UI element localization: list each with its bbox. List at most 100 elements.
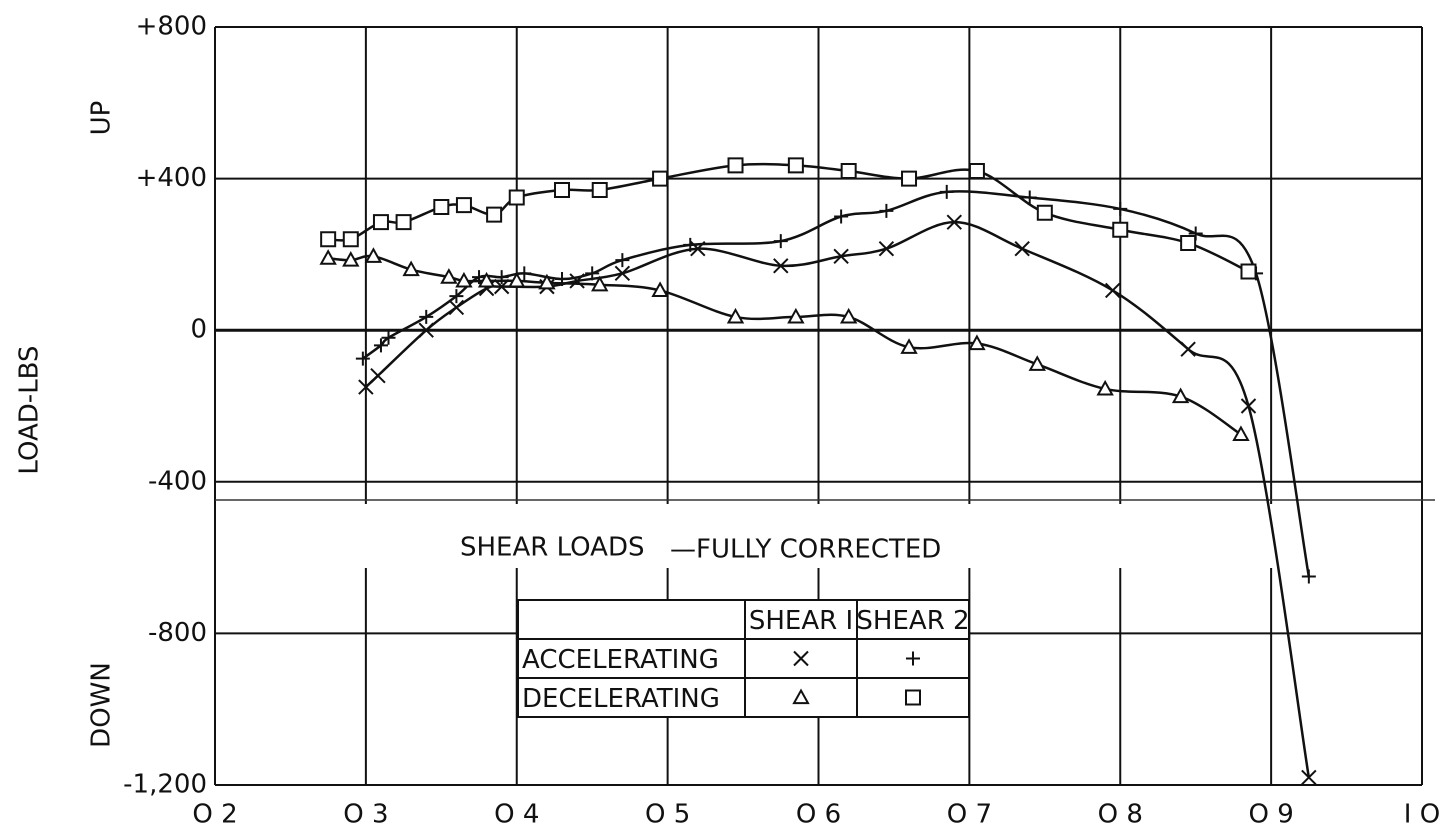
y-tick-label: -1,200 [123, 770, 207, 800]
marker [773, 234, 788, 249]
marker [1096, 379, 1114, 396]
marker [381, 330, 396, 345]
legend-column: SHEAR 2 [856, 606, 969, 636]
marker [1301, 769, 1317, 786]
marker [591, 181, 608, 198]
marker [651, 281, 669, 298]
legend-row: DECELERATING [522, 684, 720, 714]
marker [1171, 387, 1190, 404]
marker [901, 170, 918, 187]
marker [1022, 190, 1037, 205]
marker [839, 307, 858, 324]
y-axis-label: LOAD-LBS [15, 345, 45, 474]
marker [615, 253, 630, 268]
marker [968, 163, 985, 180]
title-band [219, 504, 1419, 568]
y-tick-label: -400 [148, 466, 207, 496]
x-tick-label: O 5 [645, 800, 690, 830]
series-line [328, 162, 1250, 273]
x-tick-label: O 9 [1248, 800, 1293, 830]
y-tick-label: +800 [136, 12, 207, 42]
y-down-label: DOWN [87, 662, 117, 748]
x-tick-label: O 3 [343, 800, 388, 830]
marker [833, 248, 849, 265]
marker [793, 650, 809, 667]
marker [372, 214, 389, 231]
marker [517, 266, 532, 281]
marker [939, 184, 954, 199]
marker [370, 367, 386, 384]
marker [1232, 425, 1250, 442]
marker [1112, 221, 1129, 238]
x-tick-label: O 8 [1098, 800, 1143, 830]
marker [1180, 341, 1196, 357]
marker [792, 688, 810, 705]
marker [373, 338, 388, 353]
marker [1180, 235, 1197, 252]
marker [906, 651, 920, 666]
marker [726, 307, 745, 324]
marker [440, 268, 458, 284]
chart-title: SHEAR LOADS [460, 533, 644, 563]
marker [508, 271, 526, 288]
marker [946, 214, 962, 230]
marker [320, 231, 337, 248]
legend-row: ACCELERATING [522, 645, 719, 675]
marker [486, 206, 503, 223]
marker [683, 237, 698, 252]
marker [727, 157, 744, 174]
marker [1014, 241, 1030, 257]
marker [433, 199, 450, 216]
x-tick-label: I O [1404, 800, 1440, 830]
marker [402, 260, 420, 277]
marker [1036, 204, 1053, 221]
marker [905, 689, 921, 706]
x-tick-label: O 7 [947, 800, 992, 830]
legend: SHEAR I SHEAR 2 ACCELERATING DECELERATING [517, 599, 970, 718]
marker [448, 299, 465, 316]
marker [591, 275, 609, 292]
marker [614, 265, 631, 282]
marker [342, 231, 359, 248]
marker [342, 251, 360, 267]
marker [1301, 569, 1316, 584]
marker [1028, 355, 1046, 371]
marker [1113, 201, 1128, 216]
marker [554, 181, 571, 198]
x-tick-label: O 2 [192, 800, 237, 830]
marker [358, 379, 374, 395]
marker [787, 157, 804, 174]
marker [418, 322, 434, 338]
marker [319, 249, 337, 265]
y-tick-label: +400 [136, 163, 207, 193]
x-tick-label: O 6 [796, 800, 841, 830]
y-up-label: UP [87, 101, 117, 136]
marker [585, 266, 600, 281]
marker [1240, 263, 1257, 280]
marker [449, 289, 464, 304]
marker [834, 209, 849, 224]
marker [477, 271, 496, 288]
chart-subtitle: —FULLY CORRECTED [670, 535, 941, 565]
marker [364, 247, 383, 263]
legend-column: SHEAR I [749, 606, 853, 636]
marker [419, 309, 434, 324]
marker [787, 307, 805, 324]
y-tick-label: 0 [190, 315, 207, 345]
marker [878, 241, 895, 257]
marker [508, 189, 525, 206]
marker [1105, 282, 1121, 299]
marker [773, 258, 789, 274]
marker [1240, 398, 1257, 414]
marker [355, 351, 370, 366]
legend-box [517, 599, 970, 718]
marker [652, 170, 669, 187]
marker [455, 271, 473, 288]
marker [395, 214, 412, 231]
marker [879, 203, 894, 218]
y-tick-label: -800 [148, 618, 207, 648]
marker [840, 163, 857, 180]
marker [455, 197, 472, 214]
marker [538, 273, 556, 290]
